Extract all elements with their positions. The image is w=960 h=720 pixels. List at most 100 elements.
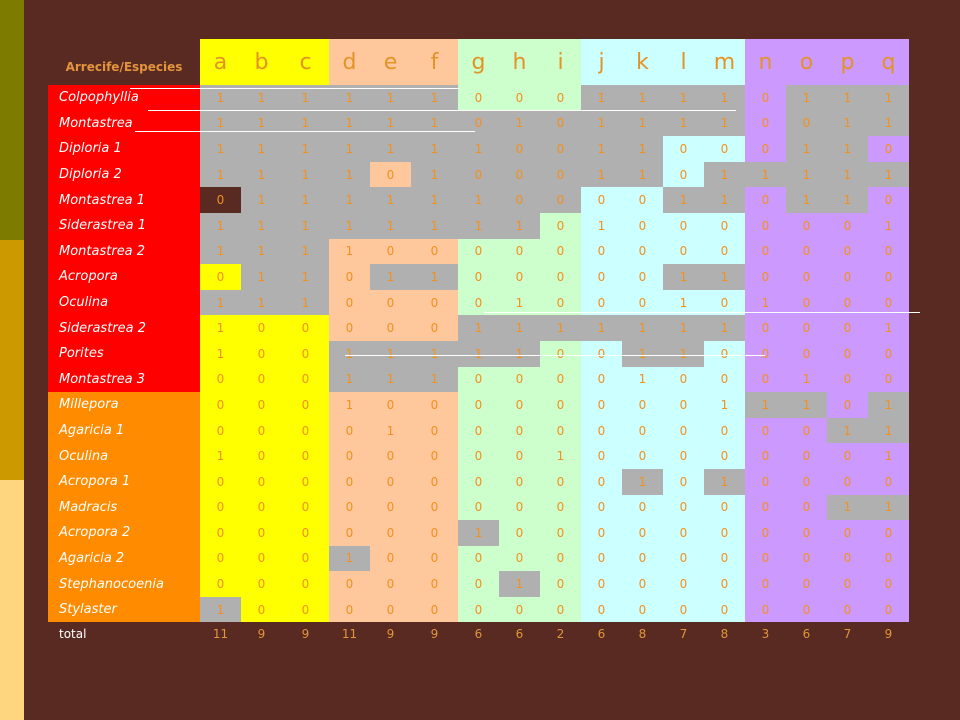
table-cell: 0 — [282, 494, 329, 521]
table-cell: 0 — [868, 340, 909, 367]
table-cell: 0 — [786, 545, 827, 572]
table-cell: 0 — [663, 468, 704, 495]
table-cell: 1 — [241, 136, 282, 162]
table-row: Montastrea 1 1 1 1 1 1 0 1 0 1 1 1 1 0 0 1 1 — [48, 110, 909, 137]
total-value: 6 — [458, 622, 499, 646]
table-cell: 0 — [663, 417, 704, 444]
table-cell: 0 — [745, 366, 786, 393]
table-cell: 1 — [282, 289, 329, 316]
table-cell: 1 — [704, 392, 745, 418]
column-header-i: i — [540, 39, 581, 85]
table-cell: 0 — [704, 136, 745, 162]
table-cell: 0 — [827, 468, 868, 495]
table-cell: 1 — [827, 85, 868, 111]
table-cell: 0 — [786, 520, 827, 546]
table-cell: 0 — [827, 289, 868, 316]
table-cell: 0 — [458, 85, 499, 111]
table-cell: 1 — [663, 264, 704, 290]
table-cell: 0 — [827, 238, 868, 265]
table-cell: 0 — [581, 392, 622, 418]
table-cell: 1 — [704, 161, 745, 188]
table-cell: 1 — [745, 289, 786, 316]
table-cell: 0 — [200, 264, 241, 290]
column-header-k: k — [622, 39, 663, 85]
table-cell: 1 — [329, 340, 370, 367]
table-cell: 0 — [827, 264, 868, 290]
table-cell: 0 — [241, 468, 282, 495]
table-cell: 0 — [745, 212, 786, 239]
table-cell: 0 — [540, 136, 581, 162]
table-cell: 0 — [241, 571, 282, 597]
table-cell: 0 — [411, 494, 458, 521]
table-cell: 0 — [458, 289, 499, 316]
table-cell: 0 — [581, 366, 622, 393]
total-value: 11 — [329, 622, 370, 646]
table-cell: 1 — [329, 110, 370, 137]
table-cell: 0 — [827, 366, 868, 393]
table-cell: 0 — [868, 289, 909, 316]
table-cell: 0 — [329, 468, 370, 495]
table-cell: 1 — [329, 85, 370, 111]
table-cell: 0 — [827, 315, 868, 341]
row-label: Siderastrea 1 — [48, 212, 200, 239]
table-cell: 1 — [868, 494, 909, 521]
row-label: Oculina — [48, 289, 200, 316]
table-cell: 0 — [540, 161, 581, 188]
table-cell: 0 — [540, 545, 581, 572]
table-cell: 1 — [827, 494, 868, 521]
table-cell: 1 — [370, 136, 411, 162]
column-header-f: f — [411, 39, 458, 85]
column-header-m: m — [704, 39, 745, 85]
table-cell: 0 — [622, 443, 663, 469]
table-cell: 0 — [241, 443, 282, 469]
row-label: Porites — [48, 340, 200, 367]
table-cell: 0 — [282, 571, 329, 597]
table-cell: 0 — [370, 520, 411, 546]
table-cell: 1 — [540, 315, 581, 341]
table-cell: 0 — [370, 571, 411, 597]
table-cell: 1 — [458, 520, 499, 546]
table-cell: 0 — [458, 443, 499, 469]
table-cell: 0 — [786, 110, 827, 137]
table-cell: 1 — [704, 187, 745, 213]
table-cell: 0 — [622, 264, 663, 290]
table-cell: 1 — [827, 110, 868, 137]
table-cell: 0 — [786, 596, 827, 623]
table-cell: 0 — [581, 417, 622, 444]
table-cell: 0 — [704, 238, 745, 265]
row-label: Montastrea 3 — [48, 366, 200, 393]
table-cell: 1 — [868, 85, 909, 111]
table-cell: 0 — [745, 520, 786, 546]
table-cell: 0 — [745, 571, 786, 597]
total-value: 6 — [581, 622, 622, 646]
row-label: Agaricia 1 — [48, 417, 200, 444]
table-cell: 1 — [241, 289, 282, 316]
table-cell: 0 — [282, 520, 329, 546]
table-cell: 1 — [540, 443, 581, 469]
table-cell: 1 — [868, 315, 909, 341]
table-cell: 1 — [622, 110, 663, 137]
table-cell: 0 — [499, 596, 540, 623]
table-row: Stylaster 1 0 0 0 0 0 0 0 0 0 0 0 0 0 0 0 0 — [48, 596, 909, 623]
table-cell: 0 — [329, 494, 370, 521]
table-cell: 0 — [200, 417, 241, 444]
table-cell: 0 — [200, 494, 241, 521]
table-cell: 0 — [704, 596, 745, 623]
table-cell: 0 — [786, 289, 827, 316]
total-value: 7 — [827, 622, 868, 646]
table-cell: 0 — [786, 494, 827, 521]
table-cell: 0 — [411, 596, 458, 623]
strike-line — [130, 88, 460, 89]
table-cell: 0 — [745, 85, 786, 111]
table-cell: 0 — [499, 468, 540, 495]
row-label: Montastrea 1 — [48, 187, 200, 213]
table-cell: 0 — [622, 392, 663, 418]
table-cell: 1 — [663, 187, 704, 213]
table-cell: 0 — [745, 340, 786, 367]
table-cell: 0 — [786, 340, 827, 367]
table-cell: 0 — [786, 264, 827, 290]
table-cell: 1 — [370, 366, 411, 393]
table-cell: 0 — [411, 443, 458, 469]
column-header-a: a — [200, 39, 241, 85]
